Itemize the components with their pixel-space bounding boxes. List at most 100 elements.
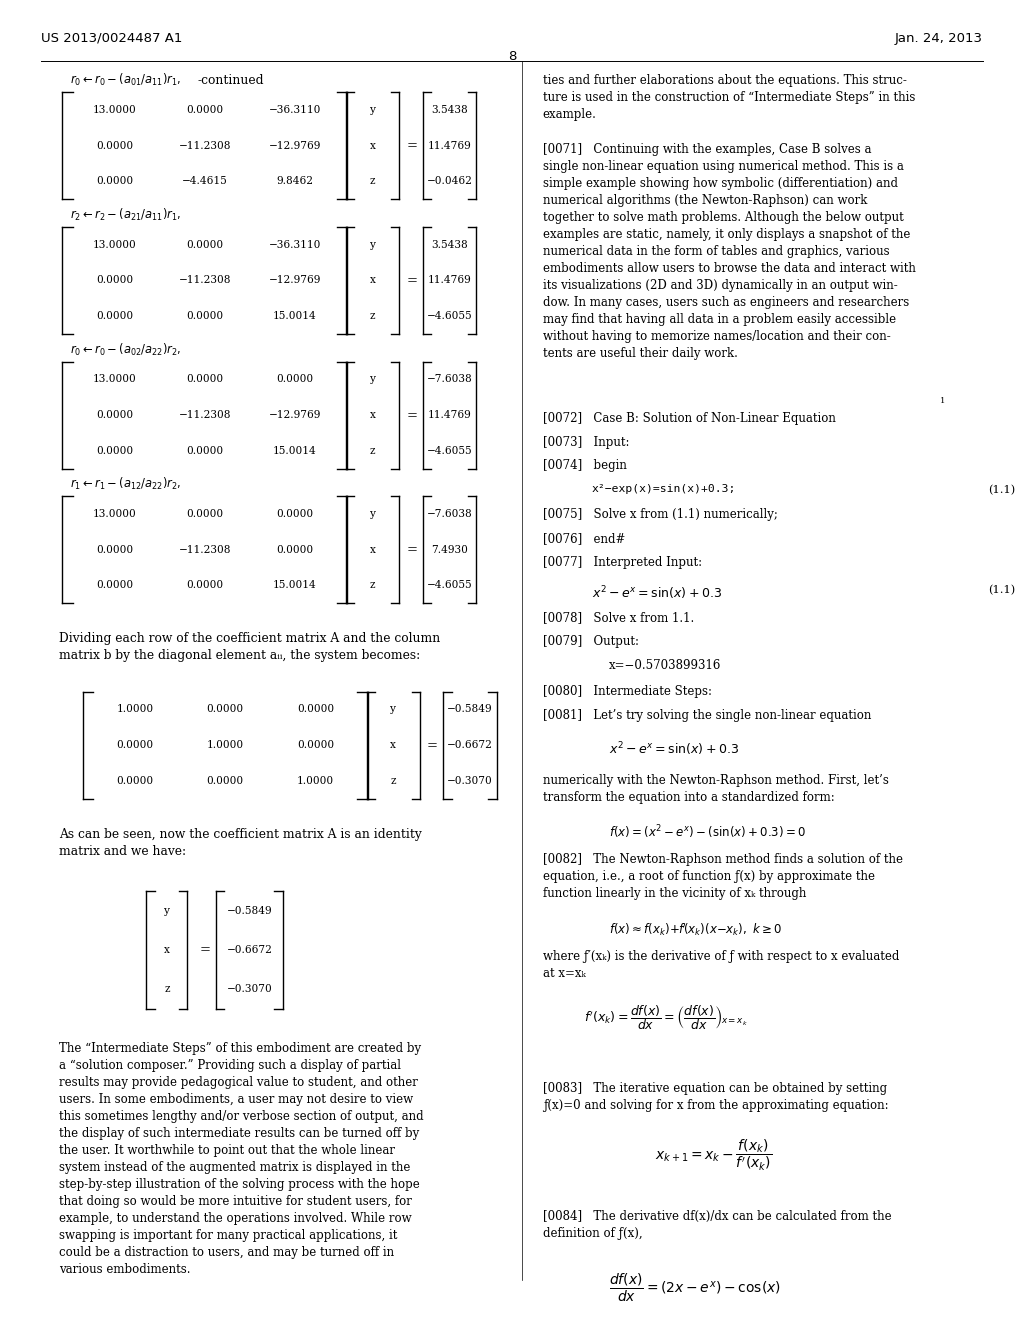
Text: −11.2308: −11.2308: [178, 141, 231, 150]
Text: US 2013/0024487 A1: US 2013/0024487 A1: [41, 32, 182, 45]
Text: y: y: [164, 906, 170, 916]
Text: z: z: [370, 581, 376, 590]
Text: 0.0000: 0.0000: [276, 375, 313, 384]
Text: 0.0000: 0.0000: [96, 177, 133, 186]
Text: [0081]   Let’s try solving the single non-linear equation: [0081] Let’s try solving the single non-…: [543, 709, 871, 722]
Text: =: =: [427, 739, 437, 751]
Text: 0.0000: 0.0000: [186, 312, 223, 321]
Text: [0075]   Solve x from (1.1) numerically;: [0075] Solve x from (1.1) numerically;: [543, 508, 777, 521]
Text: [0077]   Interpreted Input:: [0077] Interpreted Input:: [543, 556, 701, 569]
Text: [0073]   Input:: [0073] Input:: [543, 436, 629, 449]
Text: 15.0014: 15.0014: [273, 312, 316, 321]
Text: 11.4769: 11.4769: [428, 141, 471, 150]
Text: −0.6672: −0.6672: [226, 945, 272, 954]
Text: −4.6055: −4.6055: [427, 312, 472, 321]
Text: −0.0462: −0.0462: [427, 177, 472, 186]
Text: 13.0000: 13.0000: [93, 106, 136, 115]
Text: [0071]   Continuing with the examples, Case B solves a
single non-linear equatio: [0071] Continuing with the examples, Cas…: [543, 143, 915, 359]
Text: [0082]   The Newton-Raphson method finds a solution of the
equation, i.e., a roo: [0082] The Newton-Raphson method finds a…: [543, 853, 903, 900]
Text: x=−0.5703899316: x=−0.5703899316: [609, 659, 722, 672]
Text: −12.9769: −12.9769: [268, 141, 322, 150]
Text: As can be seen, now the coefficient matrix A is an identity
matrix and we have:: As can be seen, now the coefficient matr…: [59, 828, 422, 858]
Text: 0.0000: 0.0000: [117, 741, 154, 750]
Text: −4.6055: −4.6055: [427, 446, 472, 455]
Text: where ƒ′(xₖ) is the derivative of ƒ with respect to x evaluated
at x=xₖ: where ƒ′(xₖ) is the derivative of ƒ with…: [543, 950, 899, 981]
Text: x²−exp(x)=sin(x)+0.3;: x²−exp(x)=sin(x)+0.3;: [592, 484, 736, 495]
Text: 0.0000: 0.0000: [207, 705, 244, 714]
Text: $x_{k+1} = x_k - \dfrac{f(x_k)}{f'(x_k)}$: $x_{k+1} = x_k - \dfrac{f(x_k)}{f'(x_k)}…: [655, 1138, 772, 1173]
Text: −7.6038: −7.6038: [427, 375, 472, 384]
Text: 9.8462: 9.8462: [276, 177, 313, 186]
Text: 7.4930: 7.4930: [431, 545, 468, 554]
Text: $x^2-e^x=\sin(x)+0.3$: $x^2-e^x=\sin(x)+0.3$: [609, 741, 739, 758]
Text: 15.0014: 15.0014: [273, 446, 316, 455]
Text: x: x: [370, 545, 376, 554]
Text: 0.0000: 0.0000: [186, 375, 223, 384]
Text: -continued: -continued: [198, 74, 263, 87]
Text: −11.2308: −11.2308: [178, 545, 231, 554]
Text: −11.2308: −11.2308: [178, 411, 231, 420]
Text: 0.0000: 0.0000: [297, 705, 334, 714]
Text: 0.0000: 0.0000: [96, 312, 133, 321]
Text: −0.5849: −0.5849: [447, 705, 493, 714]
Text: z: z: [370, 177, 376, 186]
Text: 0.0000: 0.0000: [186, 106, 223, 115]
Text: =: =: [407, 409, 417, 421]
Text: (1.1): (1.1): [988, 585, 1016, 595]
Text: y: y: [370, 240, 376, 249]
Text: [0084]   The derivative df(x)/dx can be calculated from the
definition of ƒ(x),: [0084] The derivative df(x)/dx can be ca…: [543, 1210, 891, 1241]
Text: −7.6038: −7.6038: [427, 510, 472, 519]
Text: −12.9769: −12.9769: [268, 276, 322, 285]
Text: Jan. 24, 2013: Jan. 24, 2013: [895, 32, 983, 45]
Text: $\dfrac{df(x)}{dx} = (2x - e^x) - \cos(x)$: $\dfrac{df(x)}{dx} = (2x - e^x) - \cos(x…: [609, 1271, 781, 1304]
Text: 11.4769: 11.4769: [428, 411, 471, 420]
Text: x: x: [390, 741, 396, 750]
Text: −36.3110: −36.3110: [268, 240, 322, 249]
Text: 0.0000: 0.0000: [186, 510, 223, 519]
Text: −12.9769: −12.9769: [268, 411, 322, 420]
Text: $r_0 \leftarrow r_0 - (a_{02}/a_{22})r_2,$: $r_0 \leftarrow r_0 - (a_{02}/a_{22})r_2…: [70, 342, 181, 358]
Text: [0074]   begin: [0074] begin: [543, 459, 627, 473]
Text: =: =: [407, 275, 417, 286]
Text: 15.0014: 15.0014: [273, 581, 316, 590]
Text: −4.4615: −4.4615: [182, 177, 227, 186]
Text: The “Intermediate Steps” of this embodiment are created by
a “solution composer.: The “Intermediate Steps” of this embodim…: [59, 1041, 424, 1275]
Text: 3.5438: 3.5438: [431, 106, 468, 115]
Text: z: z: [370, 312, 376, 321]
Text: x: x: [164, 945, 170, 954]
Text: $x^2-e^x=\sin(x)+0.3$: $x^2-e^x=\sin(x)+0.3$: [592, 585, 722, 602]
Text: $r_1 \leftarrow r_1 - (a_{12}/a_{22})r_2,$: $r_1 \leftarrow r_1 - (a_{12}/a_{22})r_2…: [70, 477, 181, 492]
Text: 0.0000: 0.0000: [117, 776, 154, 785]
Text: 1.0000: 1.0000: [207, 741, 244, 750]
Text: 8: 8: [508, 50, 516, 63]
Text: 0.0000: 0.0000: [96, 581, 133, 590]
Text: [0072]   Case B: Solution of Non-Linear Equation: [0072] Case B: Solution of Non-Linear Eq…: [543, 412, 836, 425]
Text: [0080]   Intermediate Steps:: [0080] Intermediate Steps:: [543, 685, 712, 698]
Text: z: z: [390, 776, 396, 785]
Text: $f(x)=(x^2-e^x)-(\sin(x)+0.3)=0$: $f(x)=(x^2-e^x)-(\sin(x)+0.3)=0$: [609, 824, 806, 841]
Text: [0079]   Output:: [0079] Output:: [543, 635, 639, 648]
Text: 0.0000: 0.0000: [96, 545, 133, 554]
Text: =: =: [200, 944, 210, 956]
Text: ties and further elaborations about the equations. This struc-
ture is used in t: ties and further elaborations about the …: [543, 74, 915, 121]
Text: y: y: [370, 510, 376, 519]
Text: 0.0000: 0.0000: [96, 446, 133, 455]
Text: x: x: [370, 411, 376, 420]
Text: −36.3110: −36.3110: [268, 106, 322, 115]
Text: (1.1): (1.1): [988, 484, 1016, 495]
Text: 0.0000: 0.0000: [276, 545, 313, 554]
Text: 1: 1: [940, 397, 945, 405]
Text: y: y: [370, 106, 376, 115]
Text: 0.0000: 0.0000: [276, 510, 313, 519]
Text: −4.6055: −4.6055: [427, 581, 472, 590]
Text: x: x: [370, 141, 376, 150]
Text: z: z: [370, 446, 376, 455]
Text: y: y: [370, 375, 376, 384]
Text: 0.0000: 0.0000: [96, 141, 133, 150]
Text: $f'(x_k) = \dfrac{df(x)}{dx} = \left(\dfrac{df(x)}{dx}\right)_{\!x=x_k}$: $f'(x_k) = \dfrac{df(x)}{dx} = \left(\df…: [584, 1003, 748, 1032]
Text: 0.0000: 0.0000: [186, 446, 223, 455]
Text: y: y: [390, 705, 396, 714]
Text: $f(x){\approx}f(x_k){+}f\!\!\;^\prime\!(x_k)(x{-}x_k),\ k{\geq}0$: $f(x){\approx}f(x_k){+}f\!\!\;^\prime\!(…: [609, 921, 782, 939]
Text: =: =: [407, 140, 417, 152]
Text: 13.0000: 13.0000: [93, 510, 136, 519]
